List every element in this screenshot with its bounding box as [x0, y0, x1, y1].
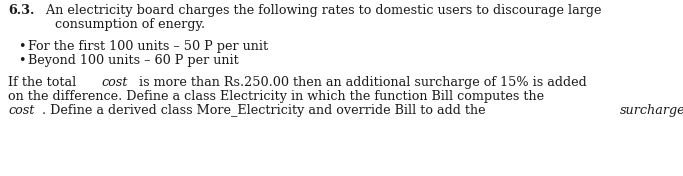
Text: is more than Rs.250.00 then an additional surcharge of 15% is added: is more than Rs.250.00 then an additiona… [135, 76, 587, 89]
Text: surcharge: surcharge [619, 104, 683, 117]
Text: consumption of energy.: consumption of energy. [55, 18, 205, 31]
Text: on the difference. Define a class Electricity in which the function Bill compute: on the difference. Define a class Electr… [8, 90, 544, 103]
Text: •: • [18, 54, 25, 67]
Text: For the first 100 units – 50 P per unit: For the first 100 units – 50 P per unit [28, 40, 268, 53]
Text: An electricity board charges the following rates to domestic users to discourage: An electricity board charges the followi… [42, 4, 602, 17]
Text: cost: cost [101, 76, 128, 89]
Text: If the total: If the total [8, 76, 80, 89]
Text: . Define a derived class More_Electricity and override Bill to add the: . Define a derived class More_Electricit… [42, 104, 490, 117]
Text: 6.3.: 6.3. [8, 4, 34, 17]
Text: •: • [18, 40, 25, 53]
Text: cost: cost [8, 104, 34, 117]
Text: Beyond 100 units – 60 P per unit: Beyond 100 units – 60 P per unit [28, 54, 239, 67]
